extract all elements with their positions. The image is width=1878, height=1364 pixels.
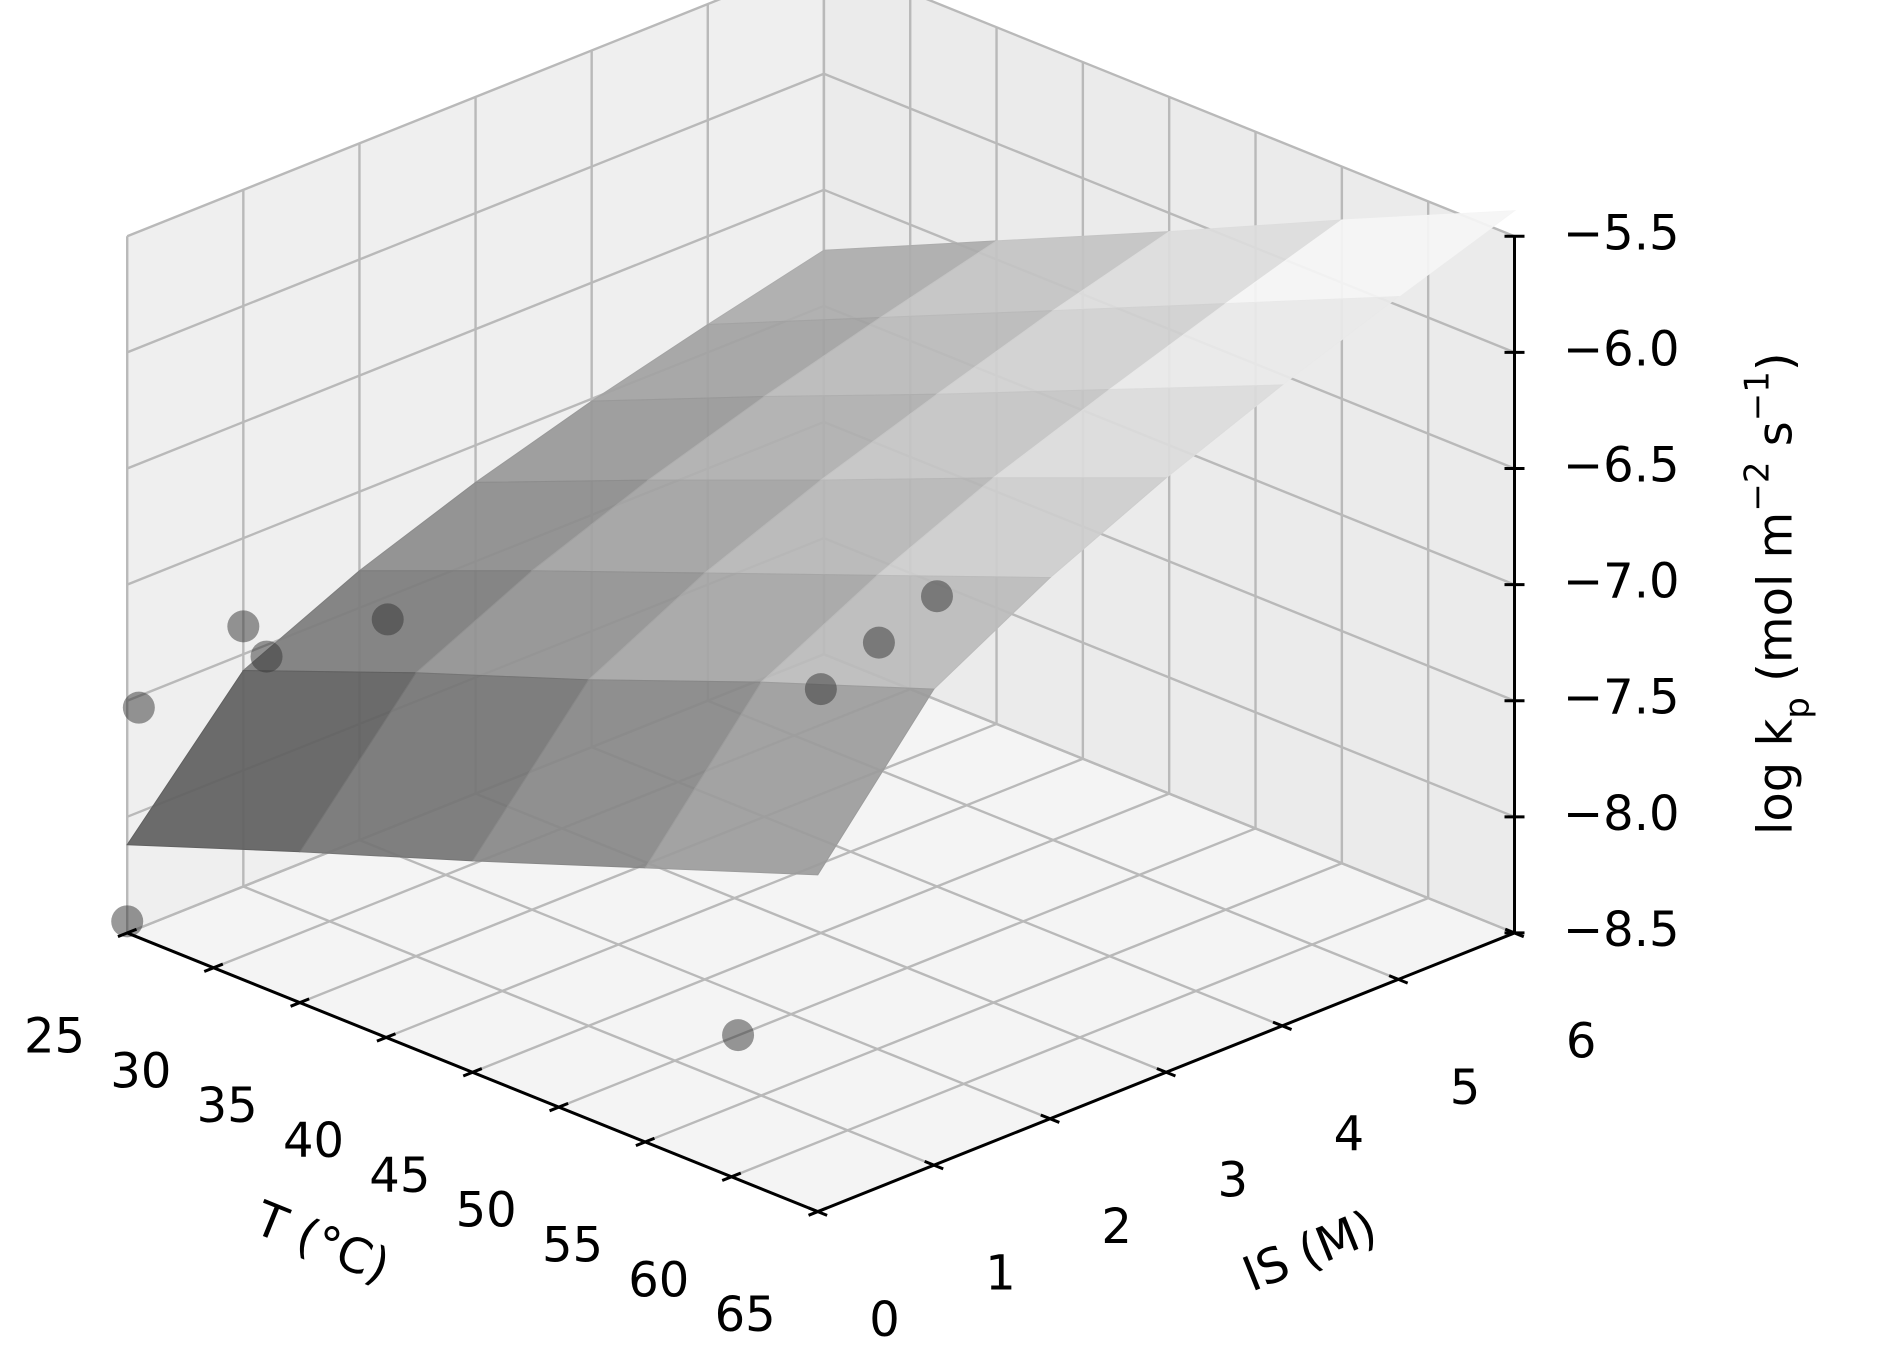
surface xyxy=(126,210,1517,876)
y-tick-label: 3 xyxy=(1218,1153,1249,1209)
tick-mark xyxy=(549,1101,569,1113)
tick-mark xyxy=(290,997,310,1008)
y-tick-label: 4 xyxy=(1334,1106,1365,1162)
z-tick-label: −7.0 xyxy=(1563,554,1680,610)
x-tick-label: 45 xyxy=(369,1148,430,1204)
grid-line xyxy=(358,838,1051,1120)
tick-mark xyxy=(807,1206,828,1217)
tick-mark xyxy=(117,927,138,939)
y-tick-label: 5 xyxy=(1450,1060,1481,1116)
x-tick-label: 55 xyxy=(542,1218,603,1274)
grid-line xyxy=(823,653,1515,935)
tick-mark xyxy=(462,1067,483,1078)
z-axis-label-part: s xyxy=(1748,421,1804,461)
grid-line xyxy=(823,72,1515,354)
y-tick-label: 6 xyxy=(1566,1013,1597,1069)
y-tick-label: 2 xyxy=(1101,1199,1132,1255)
x-tick-label: 30 xyxy=(110,1043,171,1099)
data-point xyxy=(722,1019,755,1052)
tick-mark xyxy=(376,1032,397,1043)
grid-line xyxy=(925,0,1515,238)
y-tick-label: 0 xyxy=(869,1292,900,1348)
points xyxy=(111,580,953,1052)
tick-mark xyxy=(1156,1067,1176,1078)
z-tick-label: −6.5 xyxy=(1563,437,1680,493)
grid-line xyxy=(126,72,825,354)
tick-mark xyxy=(203,962,224,973)
z-axis-label: log kp (mol m−2 s−1) xyxy=(1737,352,1817,835)
z-axis-label-part: p xyxy=(1777,697,1817,719)
data-point xyxy=(371,603,404,636)
z-tick-label: −8.0 xyxy=(1563,786,1680,842)
tick-mark xyxy=(1272,1020,1293,1031)
tick-mark xyxy=(635,1136,656,1148)
y-tick-label: 1 xyxy=(985,1246,1016,1302)
z-tick-label: −5.5 xyxy=(1563,205,1680,261)
tick-mark xyxy=(1388,974,1409,985)
data-point xyxy=(227,610,260,643)
tick-mark xyxy=(1040,1113,1060,1124)
z-axis-label-part: (mol m xyxy=(1748,512,1804,697)
data-point xyxy=(250,640,283,673)
x-axis-label: T (°C) xyxy=(246,1190,397,1295)
data-point xyxy=(122,691,155,724)
x-tick-label: 35 xyxy=(197,1078,258,1134)
data-point xyxy=(804,673,837,706)
surface-patch xyxy=(644,681,935,876)
grid-line xyxy=(126,188,825,470)
z-tick-label: −6.0 xyxy=(1563,321,1680,377)
grid-line xyxy=(242,885,935,1167)
data-point xyxy=(920,580,953,613)
z-axis-label-part: log k xyxy=(1748,719,1804,835)
z-tick-label: −7.5 xyxy=(1563,670,1680,726)
z-tick-label: −8.5 xyxy=(1563,902,1680,958)
x-tick-label: 40 xyxy=(283,1113,344,1169)
y-axis-label: IS (M) xyxy=(1235,1199,1385,1303)
x-tick-label: 60 xyxy=(628,1252,689,1308)
data-point xyxy=(862,626,895,659)
x-tick-label: 25 xyxy=(24,1009,85,1065)
x-tick-label: 65 xyxy=(715,1287,776,1343)
tick-mark xyxy=(721,1171,742,1182)
z-axis-label-part: −1 xyxy=(1737,371,1777,421)
z-axis-label-part: −2 xyxy=(1737,462,1777,512)
tick-mark xyxy=(924,1160,944,1171)
x-tick-label: 50 xyxy=(456,1183,517,1239)
grid-line xyxy=(126,0,722,238)
z-axis-label-part: ) xyxy=(1748,352,1804,371)
